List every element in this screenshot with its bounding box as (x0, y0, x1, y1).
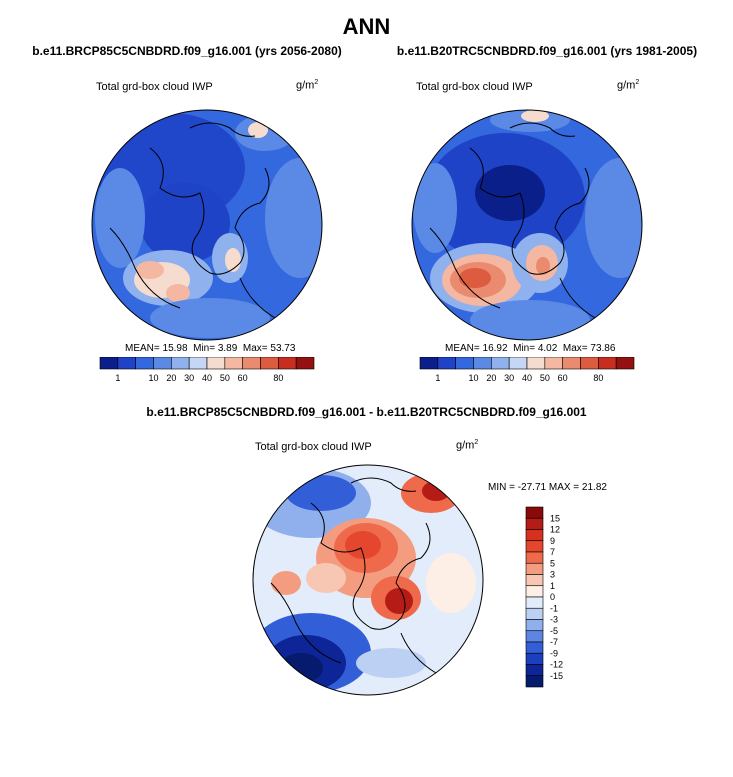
panel2-title: b.e11.B20TRC5CNBDRD.f09_g16.001 (yrs 198… (396, 44, 698, 58)
panel1-colorbar-swatch (171, 357, 190, 370)
panel2-colorbar-swatch (580, 357, 599, 370)
panel2-stats: MEAN= 16.92 Min= 4.02 Max= 73.86 (445, 343, 616, 354)
panel1-colorbar-swatch (135, 357, 154, 370)
panel3-colorbar-tick-label: 5 (550, 558, 555, 568)
panel3-colorbar-swatch (525, 664, 544, 677)
panel2-colorbar-tick-label: 20 (486, 373, 496, 383)
panel2-colorbar-swatch (562, 357, 581, 370)
panel1-stats: MEAN= 15.98 Min= 3.89 Max= 53.73 (125, 343, 296, 354)
panel2-colorbar-swatch (473, 357, 492, 370)
panel3-colorbar-tick-label: -3 (550, 615, 558, 625)
panel3-colorbar-swatch (525, 607, 544, 620)
panel3-colorbar-tick-label: -7 (550, 637, 558, 647)
panel1-units: g/m2 (296, 79, 319, 92)
panel3-colorbar-swatch (525, 675, 544, 688)
panel1-colorbar-swatch (278, 357, 297, 370)
panel1-colorbar: 1 10 20 30 40 50 60 80 (99, 357, 315, 383)
panel2-colorbar-tick-label: 1 (435, 373, 440, 383)
panel1-colorbar-swatch (295, 357, 315, 370)
panel1-colorbar-swatch (242, 357, 261, 370)
panel2-colorbar: 1 10 20 30 40 50 60 80 (419, 357, 635, 383)
panel1-colorbar-swatch (153, 357, 172, 370)
panel3-title: b.e11.BRCP85C5CNBDRD.f09_g16.001 - b.e11… (146, 405, 587, 419)
panel3-colorbar-tick-label: 12 (550, 525, 560, 535)
panel3-polar-map (252, 464, 484, 696)
panel2-colorbar-swatch (598, 357, 617, 370)
panel1-colorbar-tick-label: 20 (166, 373, 176, 383)
panel3-variable-label: Total grd-box cloud IWP (255, 441, 372, 453)
panel2-colorbar-tick-label: 50 (540, 373, 550, 383)
panel1-colorbar-tick-label: 30 (184, 373, 194, 383)
panel2-units: g/m2 (617, 79, 640, 92)
panel3-colorbar-tick-label: -15 (550, 671, 563, 681)
panel2-colorbar-swatch (615, 357, 635, 370)
panel1-colorbar-swatch (224, 357, 243, 370)
panel2-colorbar-tick-label: 40 (522, 373, 532, 383)
panel1-variable-label: Total grd-box cloud IWP (96, 81, 213, 93)
panel3-colorbar-swatch (525, 652, 544, 665)
panel2-variable-label: Total grd-box cloud IWP (416, 81, 533, 93)
panel3-colorbar-tick-label: 3 (550, 570, 555, 580)
panel3-colorbar-tick-label: -5 (550, 626, 558, 636)
panel3-colorbar-tick-label: -12 (550, 660, 563, 670)
panel1-polar-map (91, 109, 323, 341)
panel3-colorbar-tick-label: 15 (550, 513, 560, 523)
panel2-colorbar-tick-label: 10 (468, 373, 478, 383)
panel2-colorbar-swatch (526, 357, 546, 370)
panel2-colorbar-tick-label: 80 (593, 373, 603, 383)
panel1-colorbar-swatch (260, 357, 279, 370)
panel3-colorbar-tick-label: -9 (550, 648, 558, 658)
panel3-colorbar-swatch (525, 529, 544, 542)
panel1-colorbar-tick-label: 50 (220, 373, 230, 383)
panel2-colorbar-swatch (508, 357, 528, 370)
panel3-colorbar-swatch (525, 551, 544, 564)
panel1-colorbar-tick-label: 80 (273, 373, 283, 383)
panel2-colorbar-tick-label: 60 (558, 373, 568, 383)
panel3-colorbar-swatch (525, 619, 544, 632)
panel3-colorbar-swatch (525, 630, 544, 643)
panel3-units: g/m2 (456, 439, 479, 452)
panel1-colorbar-swatch (117, 357, 136, 370)
panel3-stats: MIN = -27.71 MAX = 21.82 (488, 482, 607, 493)
panel2-colorbar-swatch (437, 357, 456, 370)
panel3-colorbar-swatch (525, 641, 544, 654)
panel3-colorbar-tick-label: 1 (550, 581, 555, 591)
panel3-colorbar-swatch (525, 596, 544, 609)
panel1-colorbar-swatch (206, 357, 226, 370)
panel3-colorbar-swatch (525, 506, 544, 519)
panel3-colorbar-swatch (525, 585, 544, 598)
panel3-colorbar-tick-label: 0 (550, 592, 555, 602)
panel3-colorbar-tick-label: 9 (550, 536, 555, 546)
page-title: ANN (342, 14, 391, 39)
panel1-colorbar-tick-label: 10 (148, 373, 158, 383)
panel2-colorbar-tick-label: 30 (504, 373, 514, 383)
panel1-colorbar-tick-label: 1 (115, 373, 120, 383)
panel1-colorbar-tick-label: 60 (238, 373, 248, 383)
panel1-colorbar-swatch (99, 357, 119, 370)
panel3-colorbar-tick-label: -1 (550, 603, 558, 613)
panel2-colorbar-swatch (419, 357, 439, 370)
panel3-colorbar-swatch (525, 562, 544, 575)
panel3-colorbar-swatch (525, 540, 544, 553)
panel2-colorbar-swatch (544, 357, 563, 370)
panel3-colorbar-tick-label: 7 (550, 547, 555, 557)
panel2-colorbar-swatch (491, 357, 510, 370)
panel1-title: b.e11.BRCP85C5CNBDRD.f09_g16.001 (yrs 20… (32, 44, 342, 58)
panel3-colorbar-swatch (525, 574, 544, 587)
panel2-colorbar-swatch (455, 357, 474, 370)
panel1-colorbar-swatch (188, 357, 208, 370)
panel3-colorbar-swatch (525, 517, 544, 530)
panel2-polar-map (411, 109, 643, 341)
panel1-colorbar-tick-label: 40 (202, 373, 212, 383)
